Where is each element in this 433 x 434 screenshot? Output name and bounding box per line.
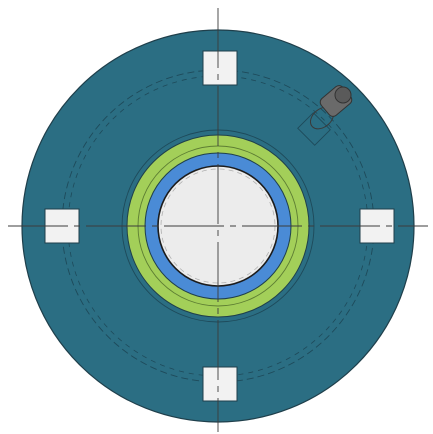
mounting-slot-bottom <box>202 366 238 402</box>
grease-fitting <box>297 85 353 146</box>
centerlines <box>8 8 428 432</box>
mounting-slot-top <box>202 50 238 86</box>
